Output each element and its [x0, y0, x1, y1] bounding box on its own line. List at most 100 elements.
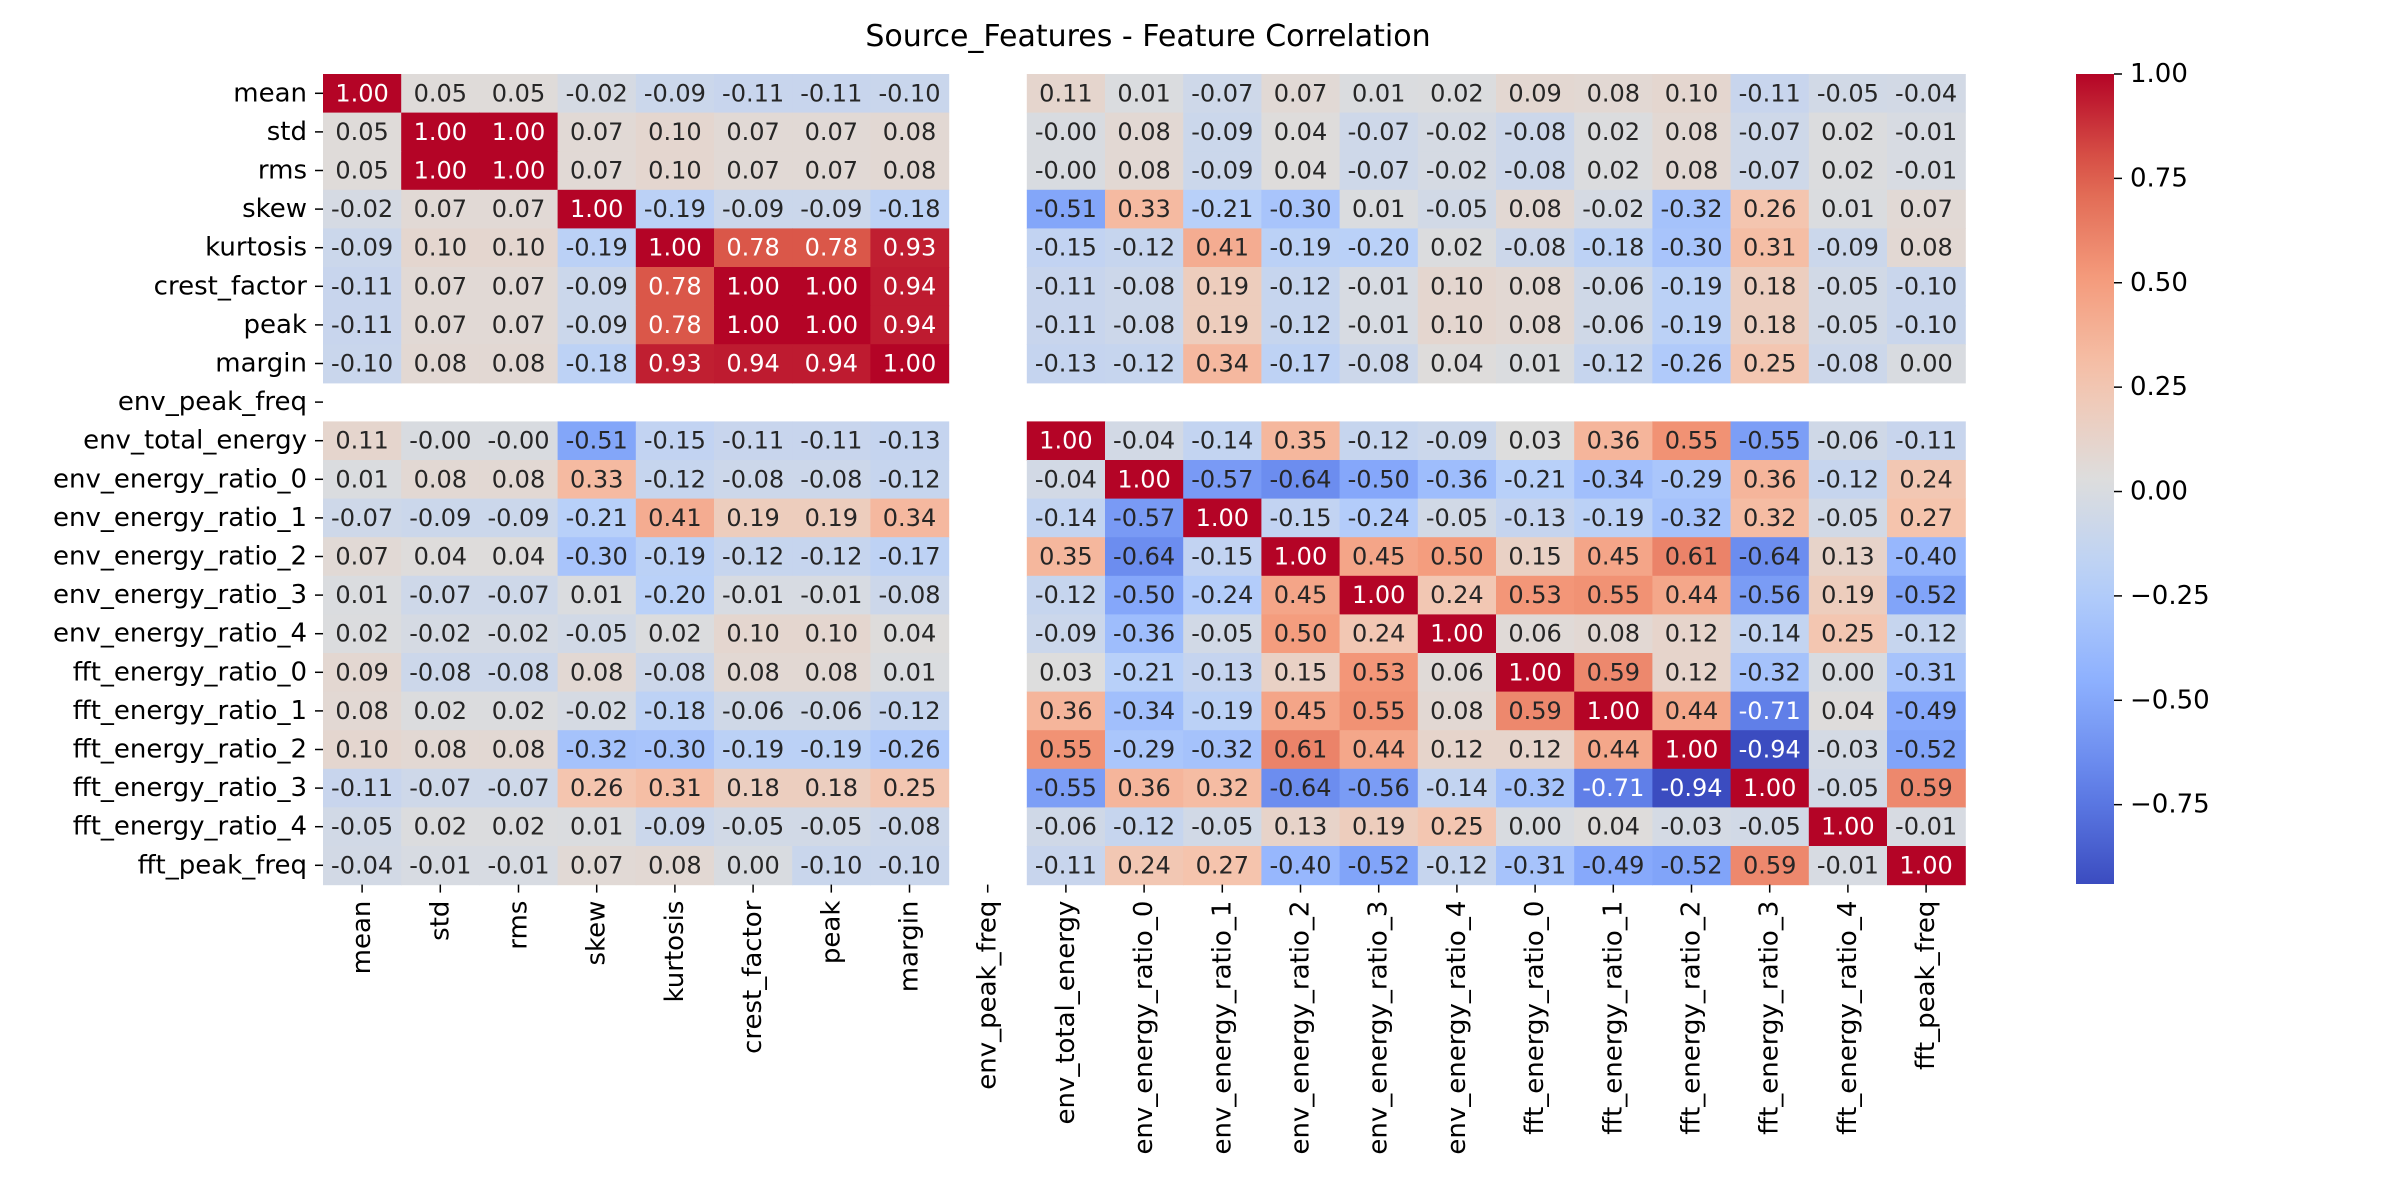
- heatmap-cell-rect: [870, 228, 950, 268]
- heatmap-cell-fft-peak-freq-peak: -0.10: [792, 846, 871, 886]
- heatmap-cell-value: -0.14: [1035, 504, 1097, 532]
- heatmap-cell-fft-energy-ratio-4-fft-energy-ratio-3: -0.05: [1730, 807, 1810, 847]
- heatmap-cell-margin-kurtosis: 0.93: [635, 344, 715, 384]
- heatmap-cell-value: -0.24: [1191, 581, 1253, 609]
- heatmap-cell-env-energy-ratio-4-margin: 0.04: [870, 614, 950, 654]
- heatmap-cell-rect: [1496, 228, 1575, 268]
- heatmap-cell-fft-energy-ratio-2-env-energy-ratio-2: 0.61: [1261, 730, 1341, 770]
- heatmap-cell-rect: [1261, 807, 1341, 847]
- heatmap-cell-value: -0.18: [566, 350, 628, 378]
- heatmap-cell-rect: [1652, 614, 1732, 654]
- heatmap-cell-value: -0.18: [878, 195, 940, 223]
- heatmap-cell-fft-peak-freq-mean: -0.04: [323, 846, 402, 886]
- heatmap-cell-crest-factor-kurtosis: 0.78: [635, 267, 715, 307]
- heatmap-cell-env-energy-ratio-2-fft-energy-ratio-1: 0.45: [1574, 537, 1653, 577]
- heatmap-cell-fft-energy-ratio-4-crest-factor: -0.05: [714, 807, 793, 847]
- heatmap-cell-value: -0.32: [1660, 504, 1722, 532]
- heatmap-cell-fft-energy-ratio-4-env-energy-ratio-1: -0.05: [1183, 807, 1262, 847]
- heatmap-cell-rect: [1026, 730, 1106, 770]
- heatmap-cell-rect: [479, 74, 559, 114]
- heatmap-cell-value: -0.05: [1817, 79, 1879, 107]
- heatmap-cell-value: -0.06: [800, 697, 862, 725]
- heatmap-cell-value: -0.09: [566, 311, 628, 339]
- heatmap-cell-value: 0.02: [1587, 157, 1640, 185]
- heatmap-cell-value: 0.15: [1508, 543, 1561, 571]
- heatmap-cell-crest-factor-fft-energy-ratio-4: -0.05: [1808, 267, 1888, 307]
- heatmap-cell-rect: [1339, 575, 1419, 615]
- heatmap-cell-rect: [1730, 537, 1810, 577]
- heatmap-cell-fft-energy-ratio-3-env-total-energy: -0.55: [1026, 768, 1106, 808]
- heatmap-cell-fft-peak-freq-rms: -0.01: [479, 846, 559, 886]
- heatmap-cell-env-energy-ratio-1-env-energy-ratio-3: -0.24: [1339, 498, 1419, 538]
- heatmap-cell-value: -0.07: [1348, 118, 1410, 146]
- heatmap-cell-rect: [1808, 189, 1888, 229]
- heatmap-cell-rect: [1105, 112, 1184, 152]
- heatmap-cell-value: -0.01: [722, 581, 784, 609]
- heatmap-cell-rect: [1417, 498, 1497, 538]
- heatmap-cell-rect: [1887, 344, 1966, 384]
- heatmap-cell-margin-crest-factor: 0.94: [714, 344, 793, 384]
- heatmap-cell-env-energy-ratio-2-peak: -0.12: [792, 537, 871, 577]
- heatmap-cell-mean-margin: -0.10: [870, 74, 950, 114]
- heatmap-cell-rect: [1339, 305, 1419, 345]
- heatmap-cell-value: 0.10: [648, 157, 701, 185]
- heatmap-cell-value: 0.26: [570, 774, 623, 802]
- heatmap-cell-rect: [1808, 691, 1888, 731]
- heatmap-cell-value: -0.49: [1582, 851, 1644, 879]
- heatmap-cell-value: -0.64: [1269, 774, 1331, 802]
- heatmap-cell-value: -0.10: [878, 851, 940, 879]
- heatmap-cell-value: 0.01: [1352, 79, 1405, 107]
- heatmap-cell-fft-energy-ratio-2-env-energy-ratio-3: 0.44: [1339, 730, 1419, 770]
- heatmap-cell-fft-energy-ratio-3-env-energy-ratio-4: -0.14: [1417, 768, 1497, 808]
- heatmap-cell-fft-energy-ratio-0-peak: 0.08: [792, 653, 871, 693]
- heatmap-cell-fft-energy-ratio-0-fft-peak-freq: -0.31: [1887, 653, 1966, 693]
- heatmap-cell-value: -0.06: [1582, 311, 1644, 339]
- heatmap-cell-value: -0.04: [1113, 427, 1175, 455]
- heatmap-cell-value: -0.18: [1582, 234, 1644, 262]
- heatmap-cell-value: 0.44: [1665, 581, 1718, 609]
- heatmap-cell-value: -0.20: [644, 581, 706, 609]
- heatmap-cell-rect: [401, 730, 480, 770]
- heatmap-cell-rect: [323, 768, 402, 808]
- heatmap-cell-value: -0.51: [1035, 195, 1097, 223]
- heatmap-cell-rect: [1730, 460, 1810, 500]
- heatmap-cell-value: 0.18: [805, 774, 858, 802]
- heatmap-cell-rect: [714, 768, 793, 808]
- heatmap-cell-rect: [1026, 344, 1106, 384]
- heatmap-cell-rect: [1026, 498, 1106, 538]
- y-tick-label-fft-energy-ratio-0: fft_energy_ratio_0: [73, 657, 307, 687]
- heatmap-cell-rect: [870, 344, 950, 384]
- heatmap-cell-value: -0.08: [1504, 118, 1566, 146]
- heatmap-cell-rect: [323, 575, 402, 615]
- heatmap-cell-rect: [479, 537, 559, 577]
- heatmap-cell-env-energy-ratio-1-fft-energy-ratio-0: -0.13: [1496, 498, 1575, 538]
- heatmap-cell-fft-peak-freq-kurtosis: 0.08: [635, 846, 715, 886]
- heatmap-cell-rect: [714, 537, 793, 577]
- heatmap-cell-value: 0.32: [1196, 774, 1249, 802]
- heatmap-cell-rect: [1261, 460, 1341, 500]
- heatmap-cell-value: -0.05: [722, 813, 784, 841]
- heatmap-cell-value: -0.13: [878, 427, 940, 455]
- colorbar-gradient: [2076, 74, 2114, 884]
- heatmap-cell-rect: [1339, 228, 1419, 268]
- heatmap-cell-rect: [479, 575, 559, 615]
- heatmap-cell-env-energy-ratio-1-fft-energy-ratio-2: -0.32: [1652, 498, 1732, 538]
- heatmap-cell-rect: [1730, 768, 1810, 808]
- colorbar-tick-label: 1.00: [2130, 59, 2188, 89]
- heatmap-cell-value: -0.03: [1817, 736, 1879, 764]
- heatmap-cell-rect: [1574, 807, 1653, 847]
- heatmap-cell-env-energy-ratio-2-env-energy-ratio-2: 1.00: [1261, 537, 1341, 577]
- heatmap-cell-fft-energy-ratio-4-env-energy-ratio-0: -0.12: [1105, 807, 1184, 847]
- heatmap-cell-rect: [1887, 151, 1966, 191]
- heatmap-cell-fft-peak-freq-fft-peak-freq: 1.00: [1887, 846, 1966, 886]
- heatmap-cell-rect: [792, 189, 871, 229]
- y-tick-label-mean: mean: [233, 78, 307, 108]
- heatmap-cell-rect: [1026, 653, 1106, 693]
- heatmap-cell-fft-energy-ratio-1-std: 0.02: [401, 691, 480, 731]
- heatmap-cell-crest-factor-std: 0.07: [401, 267, 480, 307]
- heatmap-cell-env-energy-ratio-3-std: -0.07: [401, 575, 480, 615]
- heatmap-cell-rect: [1574, 421, 1653, 461]
- heatmap-cell-rect: [1261, 537, 1341, 577]
- heatmap-cell-value: -0.21: [566, 504, 628, 532]
- heatmap-cell-rect: [1652, 460, 1732, 500]
